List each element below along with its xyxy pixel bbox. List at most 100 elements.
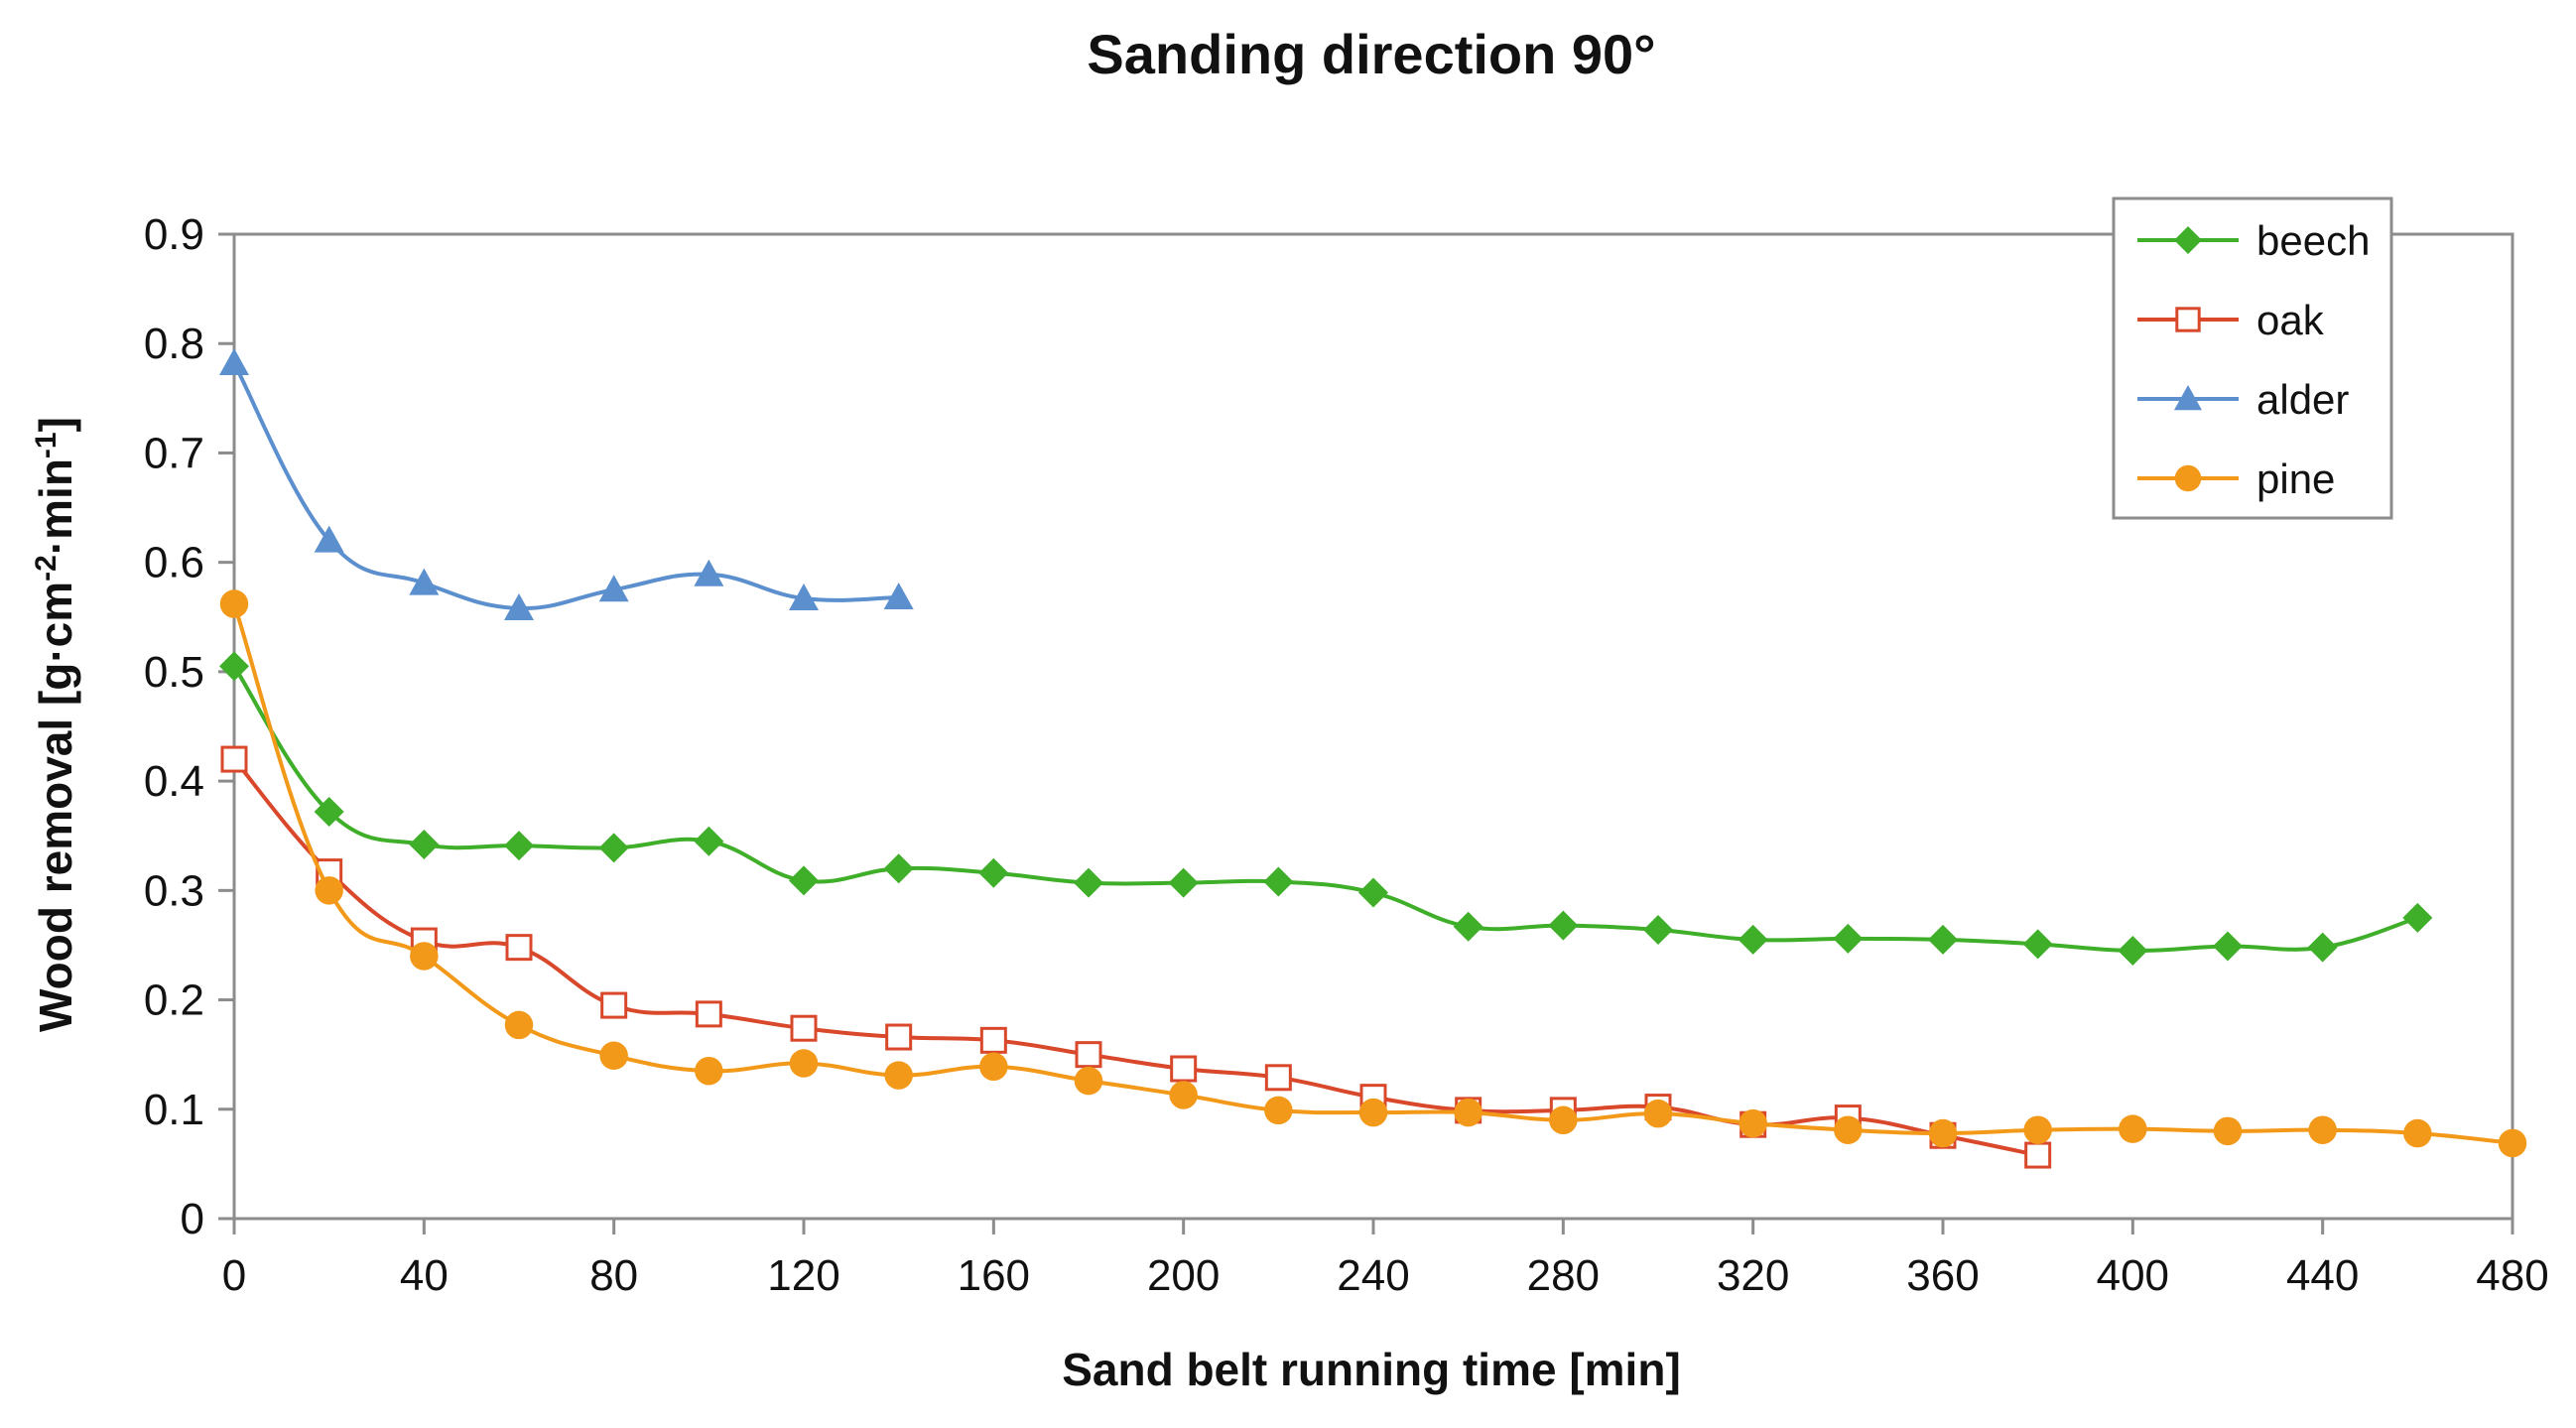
legend-item-oak: oak (2137, 297, 2325, 343)
data-point-oak (2024, 1141, 2052, 1169)
y-tick-label: 0.1 (144, 1086, 204, 1134)
data-point-pine (410, 942, 439, 971)
y-axis-label-part: ] (30, 417, 81, 432)
legend-box (2112, 196, 2393, 520)
data-point-beech (219, 651, 249, 682)
data-point-beech (1643, 915, 1673, 946)
data-point-pine (2308, 1115, 2337, 1144)
legend: beech oak alder pine (2112, 196, 2393, 520)
data-point-pine (2213, 1116, 2243, 1146)
y-axis-label-part: Wood removal [g·cm (30, 582, 81, 1032)
data-point-oak (790, 1014, 818, 1042)
data-point-beech (409, 830, 440, 860)
data-point-pine (1834, 1115, 1863, 1144)
data-point-pine (599, 1041, 628, 1071)
data-point-pine (504, 1010, 534, 1040)
x-tick-label: 320 (1717, 1251, 1789, 1300)
legend-item-pine: pine (2137, 455, 2335, 502)
data-point-beech (2213, 931, 2243, 962)
y-tick-label: 0.2 (144, 976, 204, 1025)
data-point-beech (598, 833, 629, 863)
x-tick-label: 40 (400, 1251, 449, 1300)
y-tick-label: 0.7 (144, 429, 204, 477)
x-tick-label: 0 (222, 1251, 246, 1300)
y-tick-label: 0 (181, 1195, 204, 1243)
data-point-beech (1168, 867, 1199, 898)
series-pine (219, 589, 2527, 1158)
series-line-oak (232, 757, 2039, 1158)
data-point-pine (219, 589, 249, 618)
data-point-oak (220, 745, 248, 773)
data-point-beech (2022, 929, 2053, 960)
data-point-beech (1263, 866, 1294, 897)
x-tick-label: 360 (1906, 1251, 1979, 1300)
data-point-oak (1170, 1055, 1198, 1083)
series-oak (220, 745, 2052, 1169)
data-point-pine (1643, 1099, 1673, 1128)
y-tick-label: 0.4 (144, 757, 204, 806)
x-tick-label: 400 (2097, 1251, 2169, 1300)
x-tick-label: 120 (767, 1251, 839, 1300)
data-point-beech (978, 857, 1009, 888)
legend-marker-pine (2174, 464, 2202, 492)
series-line-beech (232, 665, 2418, 953)
axes: 0 40 80 120 160 200 240 280 320 360 400 440 480 0 0.1 0… (144, 210, 2549, 1300)
data-point-oak (885, 1023, 913, 1051)
series-alder (219, 348, 914, 620)
data-point-alder (694, 559, 724, 586)
y-axis-label-part: -2 (30, 555, 63, 582)
series-beech (219, 651, 2433, 966)
legend-label: pine (2256, 455, 2335, 502)
data-point-beech (2307, 932, 2338, 963)
x-tick-label: 80 (589, 1251, 638, 1300)
legend-marker-oak (2175, 307, 2201, 332)
legend-marker-alder (2174, 385, 2202, 411)
data-point-beech (504, 831, 534, 861)
x-tick-label: 240 (1337, 1251, 1409, 1300)
data-point-pine (789, 1049, 819, 1078)
legend-item-alder: alder (2137, 376, 2349, 423)
legend-label: alder (2256, 376, 2349, 423)
data-point-pine (2403, 1118, 2432, 1148)
data-point-pine (1358, 1098, 1388, 1127)
data-point-pine (2498, 1128, 2527, 1158)
data-point-beech (1074, 867, 1103, 898)
data-point-pine (1549, 1105, 1578, 1135)
data-point-beech (789, 865, 819, 896)
data-point-pine (695, 1056, 723, 1086)
legend-label: beech (2256, 217, 2370, 264)
data-point-oak (600, 991, 628, 1019)
data-point-beech (1928, 924, 1958, 955)
x-tick-label: 480 (2476, 1251, 2548, 1300)
data-point-pine (1454, 1098, 1482, 1127)
chart-title: Sanding direction 90° (1087, 23, 1655, 85)
data-point-alder (314, 525, 344, 553)
data-point-beech (883, 853, 914, 884)
data-point-pine (979, 1052, 1008, 1082)
data-point-beech (694, 826, 724, 856)
legend-marker-beech (2174, 226, 2202, 254)
data-point-pine (2023, 1115, 2052, 1144)
data-point-alder (789, 584, 819, 611)
data-point-pine (1074, 1066, 1103, 1096)
y-tick-label: 0.6 (144, 539, 204, 587)
data-point-beech (1548, 910, 1579, 941)
y-axis-label-part: -1 (30, 432, 63, 458)
data-point-oak (979, 1026, 1007, 1054)
x-tick-label: 280 (1527, 1251, 1600, 1300)
series-layer (219, 348, 2527, 1169)
data-point-beech (314, 796, 344, 827)
data-point-oak (1075, 1041, 1102, 1069)
data-point-pine (2119, 1114, 2147, 1143)
x-tick-label: 440 (2286, 1251, 2359, 1300)
y-axis-label-part: ·min (30, 458, 81, 555)
data-point-beech (1738, 924, 1768, 955)
data-point-beech (1833, 923, 1864, 954)
x-axis-label: Sand belt running time [min] (1062, 1344, 1681, 1395)
y-axis-label: Wood removal [g·cm-2·min-1] (30, 417, 82, 1032)
legend-label: oak (2256, 297, 2325, 343)
data-point-oak (505, 934, 533, 962)
data-point-oak (1264, 1064, 1292, 1092)
data-point-beech (2118, 935, 2148, 966)
